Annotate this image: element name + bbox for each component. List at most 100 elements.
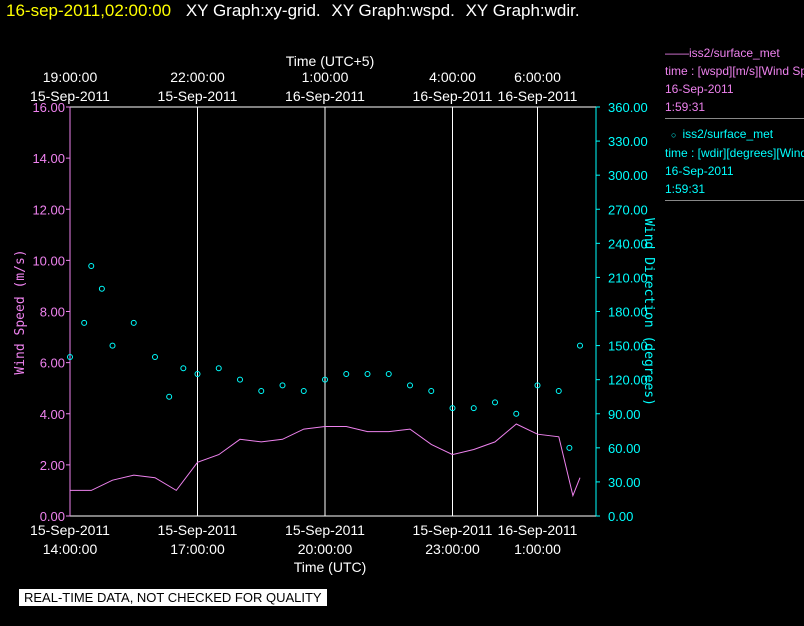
wind-direction-point	[577, 342, 583, 349]
wind-direction-point	[513, 410, 520, 417]
x-tick-time: 20:00:00	[298, 541, 353, 557]
wind-direction-point	[364, 370, 371, 377]
x-tick-date: 15-Sep-2011	[413, 522, 493, 538]
y-tick-label: 12.00	[32, 202, 65, 217]
wind-speed-line	[70, 423, 581, 498]
legend-entry-speed: ——iss2/surface_met time : [wspd][m/s][Wi…	[665, 44, 804, 119]
legend-time: 1:59:31	[665, 100, 706, 114]
wind-direction-point	[279, 382, 286, 389]
graph-title-xy-grid: XY Graph:xy-grid.	[185, 1, 321, 20]
x-tick-time: 17:00:00	[170, 541, 225, 557]
top-tick-time: 22:00:00	[170, 69, 225, 85]
y2-tick-label: 0.00	[608, 509, 633, 524]
top-tick-date: 15-Sep-2011	[158, 88, 238, 104]
wind-direction-point	[555, 388, 562, 395]
wind-direction-point	[343, 370, 350, 377]
y-tick-label: 2.00	[40, 458, 65, 473]
wind-direction-point	[237, 376, 243, 383]
series-wind-direction	[67, 263, 583, 451]
header-timestamp: 16-sep-2011,02:00:00	[6, 1, 172, 20]
legend-entry-direction: ○ iss2/surface_met time : [wdir][degrees]…	[665, 125, 804, 201]
top-tick-time: 19:00:00	[43, 69, 98, 85]
top-tick-time: 1:00:00	[302, 69, 349, 85]
x-tick-date: 15-Sep-2011	[158, 522, 238, 538]
legend-date: 16-Sep-2011	[665, 82, 734, 96]
wind-direction-point	[109, 342, 116, 349]
y2-tick-label: 360.00	[608, 100, 648, 115]
x-tick-time: 23:00:00	[425, 541, 480, 557]
y2-tick-label: 240.00	[608, 236, 648, 251]
legend-circle-marker: ○	[671, 130, 677, 140]
y-tick-label: 6.00	[40, 356, 65, 371]
x-tick-time: 14:00:00	[43, 541, 98, 557]
top-tick-date: 16-Sep-2011	[498, 88, 578, 104]
y-tick-label: 0.00	[40, 509, 65, 524]
y2-tick-label: 300.00	[608, 168, 648, 183]
wind-direction-point	[407, 382, 413, 389]
legend-source: iss2/surface_met	[682, 127, 774, 141]
wind-direction-point	[428, 388, 435, 395]
grid	[197, 107, 538, 516]
graph-title-wspd: XY Graph:wspd.	[331, 1, 455, 20]
legend-label: time : [wdir][degrees][Wind Direction]	[665, 146, 804, 160]
wind-direction-point	[449, 405, 456, 412]
top-tick-date: 16-Sep-2011	[413, 88, 493, 104]
wind-direction-point	[322, 376, 328, 383]
wind-direction-point	[300, 388, 307, 395]
wind-direction-point	[385, 370, 392, 377]
y-tick-label: 10.00	[32, 253, 65, 268]
wind-direction-point	[470, 405, 477, 412]
top-tick-date: 16-Sep-2011	[285, 88, 365, 104]
wind-direction-point	[152, 353, 158, 360]
wind-direction-point	[98, 285, 105, 292]
legend-source: iss2/surface_met	[689, 46, 780, 60]
x-tick-time: 1:00:00	[514, 541, 561, 557]
top-tick-time: 6:00:00	[514, 69, 561, 85]
y-tick-label: 4.00	[40, 407, 65, 422]
y2-tick-label: 330.00	[608, 134, 648, 149]
legend-line-marker: ——	[665, 46, 689, 60]
y-tick-label: 8.00	[40, 305, 65, 320]
x-tick-date: 15-Sep-2011	[285, 522, 365, 538]
y2-tick-label: 120.00	[608, 373, 648, 388]
top-axis-label: Time (UTC+5)	[286, 53, 375, 69]
y2-tick-label: 30.00	[608, 475, 641, 490]
wind-direction-point	[180, 365, 187, 372]
y2-tick-label: 270.00	[608, 202, 648, 217]
y-axis-label: Wind Speed (m/s)	[13, 249, 28, 374]
wind-direction-point	[67, 353, 73, 360]
y2-tick-label: 90.00	[608, 407, 641, 422]
header: 16-sep-2011,02:00:00 XY Graph:xy-grid. X…	[6, 1, 586, 21]
wind-direction-point	[166, 393, 173, 400]
y2-axis-label: Wind Direction (degrees)	[641, 218, 656, 406]
wind-direction-point	[81, 319, 88, 326]
right-axis-ticks: 0.00 30.00 60.00 90.00 120.00 150.00 180.00 210…	[596, 100, 648, 524]
legend-time: 1:59:31	[665, 182, 706, 196]
y2-tick-label: 60.00	[608, 441, 641, 456]
series-wind-speed	[70, 423, 581, 498]
y2-tick-label: 150.00	[608, 339, 648, 354]
y2-tick-label: 180.00	[608, 305, 648, 320]
x-tick-date: 15-Sep-2011	[30, 522, 110, 538]
wind-direction-point	[130, 319, 137, 326]
x-tick-date: 16-Sep-2011	[498, 522, 578, 538]
legend: ——iss2/surface_met time : [wspd][m/s][Wi…	[665, 44, 804, 207]
graph-title-wdir: XY Graph:wdir.	[465, 1, 580, 20]
legend-label: time : [wspd][m/s][Wind Speed]	[665, 64, 804, 78]
top-tick-date: 15-Sep-2011	[30, 88, 110, 104]
top-tick-time: 4:00:00	[429, 69, 476, 85]
wind-direction-point	[566, 444, 573, 451]
bottom-axis-ticks: 15-Sep-2011 14:00:00 15-Sep-2011 17:00:00 15…	[30, 522, 578, 557]
wind-direction-point	[534, 382, 541, 389]
wind-direction-point	[258, 388, 265, 395]
legend-date: 16-Sep-2011	[665, 164, 734, 178]
x-axis-label: Time (UTC)	[294, 559, 367, 575]
wind-direction-point	[194, 370, 201, 377]
y-tick-label: 16.00	[32, 100, 65, 115]
wind-direction-point	[88, 263, 95, 270]
quality-disclaimer: REAL-TIME DATA, NOT CHECKED FOR QUALITY	[19, 589, 327, 606]
wind-direction-point	[492, 399, 498, 406]
left-axis-ticks: 0.00 2.00 4.00 6.00 8.00 10.00 12.00 14.00 16.00	[32, 100, 70, 524]
y2-tick-label: 210.00	[608, 270, 648, 285]
